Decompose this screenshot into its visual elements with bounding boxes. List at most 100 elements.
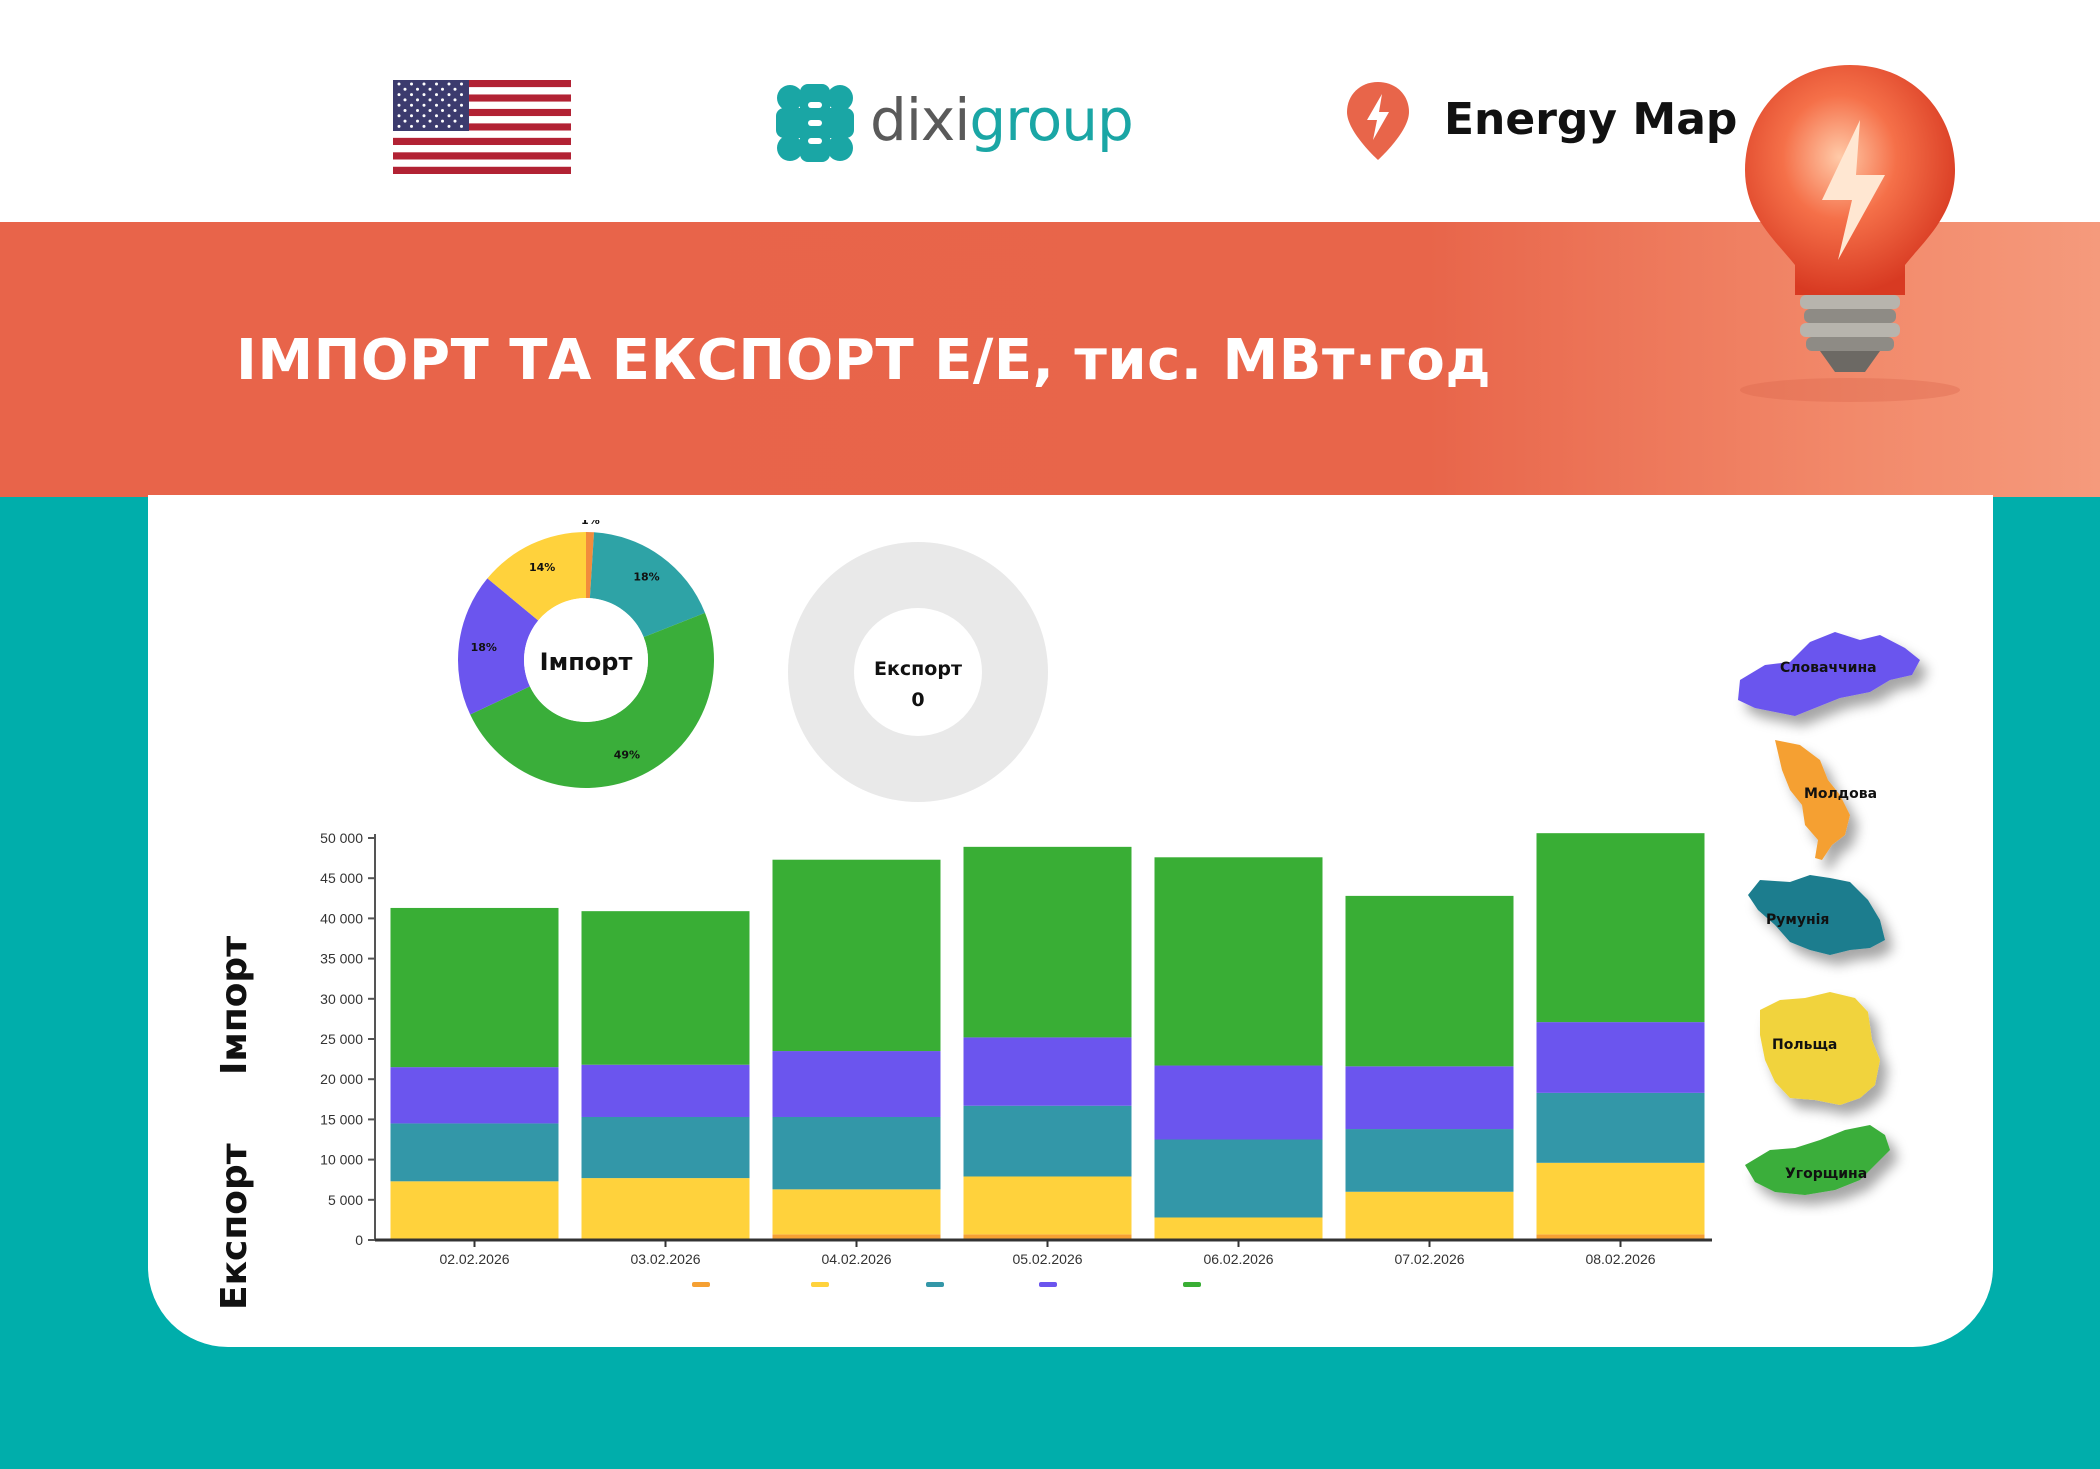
flag-star <box>422 124 426 128</box>
import-donut-slice-label: 14% <box>529 561 555 574</box>
flag-star <box>403 109 407 112</box>
import-donut-slice <box>487 532 586 621</box>
bar-segment <box>1154 857 1323 1066</box>
x-tick-label: 04.02.2026 <box>821 1251 891 1267</box>
bar-segment <box>1345 1066 1514 1130</box>
bar-segment <box>390 907 559 1068</box>
light-bulb-icon <box>1740 65 1960 402</box>
flag-star <box>410 124 413 128</box>
moldova-map-icon <box>1775 740 1850 860</box>
bar-segment <box>1345 1129 1514 1192</box>
bar-segment <box>963 846 1132 1038</box>
flag-star <box>447 124 451 128</box>
flag-star <box>410 93 413 97</box>
flag-star <box>435 103 438 107</box>
bar-segment <box>772 1116 941 1190</box>
flag-star <box>416 87 419 91</box>
flag-star <box>397 114 401 118</box>
flag-star <box>397 82 401 86</box>
flag-star <box>453 119 457 123</box>
legend-swatch <box>811 1282 829 1287</box>
country-label-moldova: Молдова <box>1804 786 1877 802</box>
flag-star <box>441 109 444 112</box>
flag-stripe <box>393 101 571 109</box>
flag-stripe <box>393 87 571 95</box>
poland-map-icon <box>1760 992 1880 1105</box>
bar-segment <box>772 1234 941 1240</box>
bar-segment <box>581 911 750 1065</box>
import-donut-slice <box>470 612 714 788</box>
flag-star <box>453 109 457 112</box>
export-donut-value: 0 <box>911 689 924 711</box>
flag-star <box>441 119 444 123</box>
flag-star <box>460 103 463 107</box>
bar-segment <box>772 1189 941 1235</box>
bar-segment <box>963 1105 1132 1177</box>
x-tick-label: 06.02.2026 <box>1203 1251 1273 1267</box>
y-tick-label: 20 000 <box>320 1071 363 1087</box>
export-donut-title: Експорт <box>874 658 962 680</box>
legend-swatch <box>1183 1282 1201 1287</box>
flag-star <box>435 82 438 86</box>
slovakia-map-icon <box>1738 632 1920 716</box>
y-tick-label: 5 000 <box>328 1192 363 1208</box>
flag-star <box>453 87 457 91</box>
flag-stripe <box>393 137 571 146</box>
bar-segment <box>390 1067 559 1124</box>
dixi-word: dixi <box>870 86 970 154</box>
bar-segment <box>1345 895 1514 1067</box>
bar-segment <box>1536 833 1705 1023</box>
flag-star <box>435 124 438 128</box>
flag-star <box>397 93 401 97</box>
flag-stripe <box>393 123 571 131</box>
flag-star <box>403 98 407 102</box>
country-label-poland: Польща <box>1772 1037 1837 1053</box>
import-donut-slice <box>589 532 706 638</box>
x-tick-label: 07.02.2026 <box>1394 1251 1464 1267</box>
page-title: ІМПОРТ ТА ЕКСПОРТ Е/Е, тис. МВт·год <box>236 328 1492 393</box>
x-tick-label: 03.02.2026 <box>630 1251 700 1267</box>
bar-segment <box>1536 1092 1705 1163</box>
flag-stripe <box>393 166 571 174</box>
bar-segment <box>963 1037 1132 1106</box>
flag-stripe <box>393 130 571 138</box>
flag-stripe <box>393 108 571 117</box>
flag-stripe <box>393 145 571 153</box>
flag-star <box>447 82 451 86</box>
import-donut-title: Імпорт <box>540 648 633 676</box>
y-tick-label: 0 <box>355 1232 363 1248</box>
bar-segment <box>581 1116 750 1179</box>
flag-star <box>403 87 407 91</box>
flag-star <box>447 93 451 97</box>
dixigroup-logo-icon <box>776 84 854 162</box>
energy-map-wordmark: Energy Map <box>1444 94 1738 145</box>
flag-star <box>460 124 463 128</box>
flag-stripe <box>393 94 571 102</box>
flag-star <box>460 93 463 97</box>
flag-star <box>410 103 413 107</box>
import-donut-slice-label: 1% <box>581 520 600 527</box>
import-donut-slice-label: 49% <box>614 749 640 762</box>
romania-map-icon <box>1748 875 1885 955</box>
bar-segment <box>1345 1191 1514 1240</box>
flag-star <box>428 119 432 123</box>
flag-star <box>397 103 401 107</box>
import-donut-slice-label: 18% <box>633 571 659 584</box>
y-tick-label: 50 000 <box>320 830 363 846</box>
flag-star <box>416 109 419 112</box>
bar-segment <box>390 1123 559 1182</box>
flag-star <box>410 114 413 118</box>
us-flag-icon <box>393 80 571 174</box>
flag-star <box>435 114 438 118</box>
flag-star <box>422 82 426 86</box>
flag-star <box>447 114 451 118</box>
country-label-slovakia: Словаччина <box>1780 660 1877 676</box>
bar-segment <box>963 1176 1132 1235</box>
legend-swatch <box>692 1282 710 1287</box>
legend-swatch <box>1039 1282 1057 1287</box>
bar-segment <box>1536 1234 1705 1240</box>
import-donut-slice <box>458 578 539 715</box>
import-donut-slice-label: 18% <box>471 641 497 654</box>
bar-segment <box>581 1064 750 1117</box>
